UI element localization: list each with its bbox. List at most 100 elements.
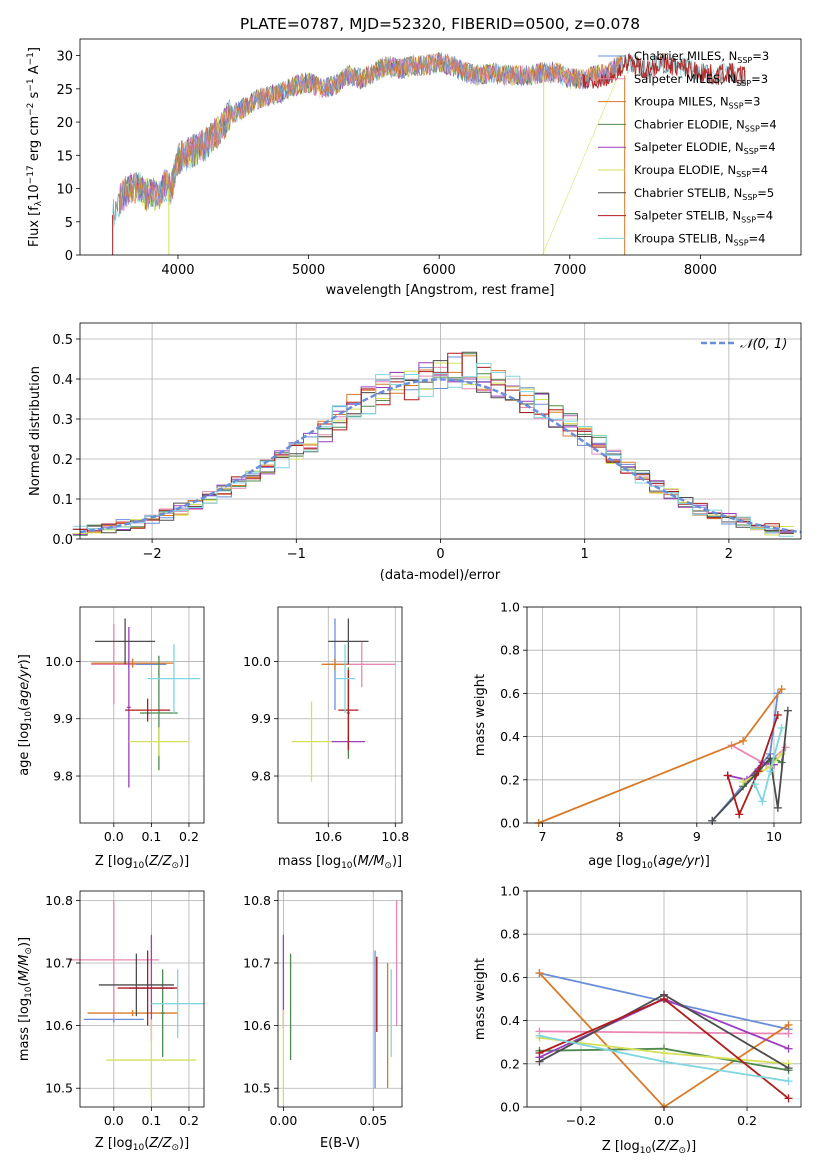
legend-value: =5 [757, 186, 774, 200]
age-mass-xlabel: mass [log10(M/M⊙)] [278, 854, 402, 871]
grid [80, 607, 204, 823]
x-tick-label: 0.00 [269, 1113, 297, 1128]
normal-curve [79, 378, 802, 534]
legend-subscript: SSP [744, 147, 759, 156]
y-tick-label: 0.4 [52, 373, 73, 388]
age-z-xlabel: Z [log10(Z/Z⊙)] [95, 854, 189, 871]
x-tick-label: 7 [538, 829, 546, 844]
x-tick-label: −0.2 [566, 1113, 596, 1128]
spectrum-ylabel: Flux [fλ10−17 erg cm−2 s−1 A−1] [26, 47, 44, 247]
legend-value: =4 [751, 163, 768, 177]
y-tick-label: 10.7 [45, 956, 73, 971]
legend-subscript: SSP [734, 238, 749, 247]
errorbars [91, 618, 201, 788]
y-tick-label: 20 [56, 116, 73, 131]
x-tick-label: 0.1 [141, 1113, 161, 1128]
x-tick-label: 10.6 [314, 829, 342, 844]
x-tick-label: 9 [693, 829, 701, 844]
axes-frame [79, 890, 205, 1108]
x-tick-label: 0.1 [141, 829, 161, 844]
x-tick-label: 10 [766, 829, 782, 844]
y-tick-label: 9.9 [251, 711, 271, 726]
y-tick-label: 0.6 [500, 970, 520, 985]
x-tick-label: 0.2 [179, 1113, 199, 1128]
legend-label: Chabrier STELIB, NSSP=5 [634, 186, 774, 202]
figure-title: PLATE=0787, MJD=52320, FIBERID=0500, z=0… [240, 15, 640, 33]
x-tick-label: 8 [616, 829, 624, 844]
residual-panel: −2 −1 0 1 2 0.0 0.1 0.2 0.3 0.4 0.5 𝒩(0, 1) (data-… [28, 322, 802, 583]
legend-value: =4 [756, 209, 773, 223]
legend-subscript: SSP [745, 124, 760, 133]
y-tick-label: 1.0 [500, 884, 520, 899]
y-tick-label: 10.5 [45, 1081, 73, 1096]
residual-xlabel: (data-model)/error [380, 568, 501, 583]
axes-frame [526, 606, 802, 824]
residual-ylabel: Normed distribution [28, 366, 43, 496]
legend-label: Kroupa ELODIE, NSSP=4 [634, 163, 768, 179]
spectrum-xlabel: wavelength [Angstrom, rest frame] [326, 283, 555, 298]
mwz-ylabel: mass weight [473, 958, 488, 1040]
mass-weight-vs-z-panel: −0.2 0.0 0.2 0.0 0.2 0.4 0.6 0.8 1.0 [500, 884, 802, 1128]
mwz-xlabel: Z [log10(Z/Z⊙)] [602, 1139, 696, 1156]
y-tick-label: 10.7 [243, 956, 271, 971]
y-tick-label: 10.0 [45, 654, 73, 669]
y-tick-label: 9.9 [53, 711, 73, 726]
line-chabrier_stelib [711, 710, 789, 822]
x-tick-label: 0.0 [104, 1113, 124, 1128]
legend-label: Chabrier MILES, NSSP=3 [634, 49, 769, 65]
x-tick-label: 0.2 [179, 829, 199, 844]
y-tick-label: 0.3 [52, 413, 73, 428]
age-z-ylabel: age [log10(age/yr)] [17, 654, 34, 776]
mwage-ylabel: mass weight [473, 674, 488, 756]
y-tick-label: 0.0 [52, 533, 73, 548]
age-vs-z-panel: 0.0 0.1 0.2 9.8 9.9 10.0 [45, 606, 205, 844]
spectrum-line-chabrier_elodie [118, 51, 622, 214]
axes-frame [277, 890, 403, 1108]
x-tick-label: 1 [581, 547, 589, 562]
errorbars [282, 900, 398, 1104]
spectrum-line-kroupa_miles [118, 52, 622, 214]
errorbars [291, 618, 396, 782]
legend-label: Kroupa MILES, NSSP=3 [634, 95, 760, 111]
x-tick-label: 10.8 [381, 829, 409, 844]
x-tick-label: 0.0 [104, 829, 124, 844]
y-tick-label: 15 [56, 149, 73, 164]
x-tick-label: 2 [725, 547, 733, 562]
mwage-xlabel: age [log10(age/yr)] [588, 854, 710, 871]
y-tick-label: 0.5 [52, 333, 73, 348]
hist-step-kroupa_stelib [72, 363, 794, 537]
age-vs-mass-panel: 10.6 10.8 9.8 9.9 10.0 [243, 606, 409, 844]
y-tick-label: 10.6 [45, 1018, 73, 1033]
y-tick-label: 10.8 [243, 893, 271, 908]
x-tick-label: 0.2 [737, 1113, 757, 1128]
legend-label: Chabrier ELODIE, NSSP=4 [634, 117, 777, 133]
x-tick-label: 4000 [161, 263, 194, 278]
x-tick-label: 0.0 [654, 1113, 674, 1128]
spectrum-legend: Chabrier MILES, NSSP=3 Salpeter MILES, NS… [598, 49, 777, 247]
x-tick-label: 0 [436, 547, 444, 562]
legend-subscript: SSP [729, 102, 744, 111]
legend-value: =3 [751, 72, 768, 86]
legend-subscript: SSP [737, 56, 752, 65]
y-tick-label: 10.6 [243, 1018, 271, 1033]
mass-vs-z-panel: 0.0 0.1 0.2 10.5 10.6 10.7 10.8 [45, 890, 205, 1128]
y-tick-label: 0.4 [500, 729, 520, 744]
y-tick-label: 10.8 [45, 893, 73, 908]
spectrum-panel: 4000 5000 6000 7000 8000 0 5 10 15 20 25 30 Chabrie… [26, 38, 802, 298]
legend-label: Salpeter ELODIE, NSSP=4 [634, 140, 776, 156]
y-tick-label: 0.2 [500, 772, 520, 787]
line-salpeter_miles [539, 1030, 789, 1035]
line-salpeter_miles [731, 744, 787, 766]
grid [80, 891, 204, 1107]
y-tick-label: 30 [56, 50, 73, 65]
normal-legend-label: 𝒩(0, 1) [740, 337, 787, 352]
legend-value: =4 [759, 140, 776, 154]
y-tick-label: 0 [65, 249, 73, 264]
axes-frame [79, 606, 205, 824]
legend-subscript: SSP [736, 79, 751, 88]
y-tick-label: 0.1 [52, 493, 73, 508]
legend-value: =4 [760, 117, 777, 131]
y-tick-label: 0.4 [500, 1013, 520, 1028]
mass-z-ylabel: mass [log10(M/M⊙)] [17, 937, 34, 1061]
